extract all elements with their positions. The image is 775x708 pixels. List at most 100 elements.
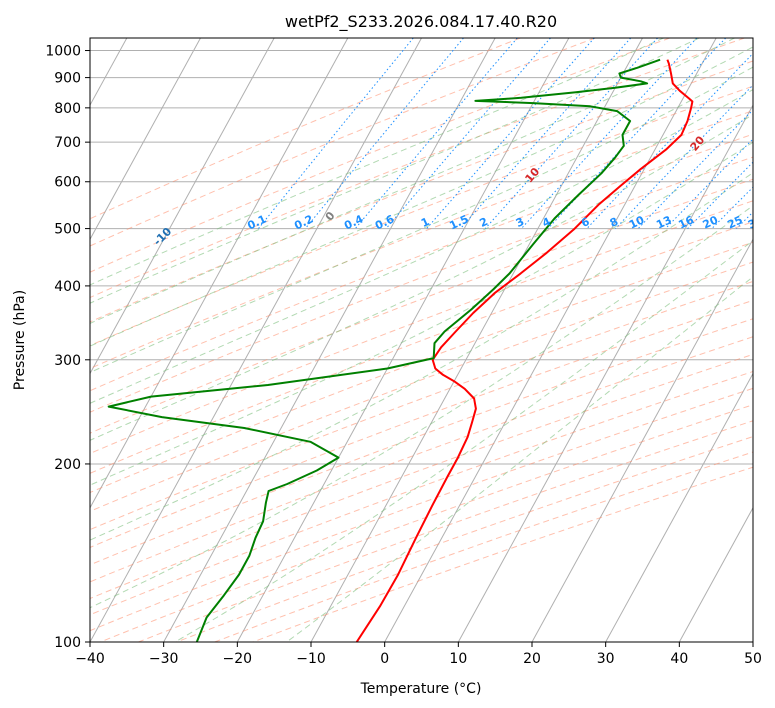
mixing-ratio-label: 25	[725, 213, 744, 231]
dry-adiabat-line	[90, 200, 753, 455]
mixing-ratio-label: 0.6	[373, 212, 396, 232]
plot-background-lines	[90, 38, 775, 642]
dry-adiabat-line	[214, 451, 753, 642]
y-tick-label: 100	[54, 635, 81, 651]
plot-frame	[89, 37, 754, 643]
mixing-ratio-line	[385, 38, 551, 229]
dry-adiabat-line	[90, 261, 753, 512]
dry-adiabat-line	[90, 38, 670, 273]
dry-adiabat-line	[138, 420, 753, 642]
moist-adiabat-line	[286, 276, 753, 642]
dry-adiabat-line	[90, 178, 753, 434]
moist-adiabat-line	[90, 113, 753, 441]
mixing-ratio-label: 20	[701, 213, 721, 231]
mixing-ratio-label: 36	[767, 213, 775, 231]
moist-adiabat-line	[90, 172, 753, 541]
mixing-ratio-line	[354, 38, 518, 229]
mixing-ratio-line	[615, 84, 753, 229]
mixing-ratio-line	[258, 38, 414, 229]
y-tick-label: 300	[54, 353, 81, 369]
chart-title: wetPf2_S233.2026.084.17.40.R20	[285, 12, 557, 32]
mixing-ratio-label: 1	[419, 215, 431, 230]
mixing-ratio-line	[757, 38, 775, 229]
moist-adiabat-line	[90, 205, 753, 609]
moist-adiabat-label: 20	[688, 133, 708, 153]
x-tick-label: −40	[75, 651, 105, 667]
dry-adiabat-line	[90, 299, 753, 548]
mixing-ratio-label: 1.5	[447, 212, 470, 232]
isotherm-line	[163, 38, 496, 642]
dry-adiabat-line	[90, 370, 753, 616]
mixing-ratio-label: 30	[746, 213, 766, 231]
isotherm-line	[384, 38, 717, 642]
y-tick-label: 900	[54, 71, 81, 87]
mixing-ratio-line	[586, 52, 753, 229]
isotherm-line	[531, 238, 753, 642]
isotherm-line	[457, 104, 753, 642]
isotherm-line	[310, 38, 643, 642]
axes: −40 −30 −20 −10 0 10 20 30 40 5010020030040050060…	[45, 44, 762, 667]
isotherm-line	[90, 38, 422, 642]
moist-adiabat-line	[90, 66, 753, 374]
moist-adiabat-line	[90, 46, 753, 347]
isoline-labels: 0.10.20.40.611.52346810131620253036-100-…	[29, 133, 775, 276]
sounding-series	[107, 58, 694, 642]
mixing-ratio-line	[426, 38, 595, 229]
x-tick-label: 10	[449, 651, 467, 667]
y-axis-label: Pressure (hPa)	[12, 290, 28, 390]
mixing-ratio-label: 16	[676, 213, 696, 231]
y-tick-label: 700	[54, 135, 81, 151]
x-tick-label: 50	[744, 651, 762, 667]
isotherm-line	[605, 372, 753, 642]
dry-adiabat-line	[90, 38, 596, 247]
mixing-ratio-label: 3	[514, 215, 526, 230]
temperature-line	[355, 59, 694, 642]
isotherm-line	[90, 38, 201, 241]
y-tick-label: 600	[54, 175, 81, 191]
isotherm-line	[90, 38, 275, 375]
mixing-ratio-line	[547, 38, 727, 229]
x-tick-label: −30	[149, 651, 179, 667]
dry-adiabat-label: -20	[29, 253, 52, 276]
x-tick-label: −10	[296, 651, 326, 667]
x-tick-label: 20	[523, 651, 541, 667]
mixing-ratio-label: 10	[627, 213, 647, 231]
x-axis-label: Temperature (°C)	[360, 681, 482, 697]
dry-adiabat-line	[90, 60, 753, 323]
dry-adiabat-line	[90, 38, 745, 299]
dry-adiabat-line	[90, 353, 753, 600]
y-tick-label: 400	[54, 279, 81, 295]
isotherm-line	[678, 506, 753, 642]
mixing-ratio-line	[521, 38, 698, 229]
dry-adiabat-line	[90, 133, 753, 392]
dry-adiabat-line	[90, 156, 753, 413]
dry-adiabat-line	[90, 85, 753, 347]
moist-adiabat-label: 0	[323, 209, 338, 223]
dry-adiabat-line	[90, 221, 753, 474]
moist-adiabat-line	[90, 38, 735, 324]
dewpoint-line	[107, 58, 661, 642]
x-tick-label: 0	[380, 651, 389, 667]
dry-adiabat-line	[90, 280, 753, 531]
moist-adiabat-line	[90, 38, 664, 286]
mixing-ratio-line	[687, 161, 753, 229]
mixing-ratio-label: 6	[579, 215, 592, 230]
moist-adiabat-line	[90, 88, 753, 404]
dry-adiabat-line	[90, 110, 753, 370]
x-tick-label: 30	[597, 651, 615, 667]
mixing-ratio-line	[736, 211, 753, 229]
mixing-ratio-label: 0.2	[292, 212, 315, 232]
x-tick-label: −20	[223, 651, 253, 667]
y-tick-label: 200	[54, 457, 81, 473]
moist-adiabat-line	[90, 141, 753, 486]
isotherm-line	[90, 38, 349, 509]
mixing-ratio-label: 13	[654, 213, 673, 231]
moist-adiabat-line	[90, 38, 700, 304]
y-tick-label: 1000	[45, 44, 81, 60]
dry-adiabat-line	[90, 336, 753, 583]
y-tick-label: 500	[54, 222, 81, 238]
isotherm-line	[236, 38, 570, 642]
dry-adiabat-line	[90, 387, 753, 632]
y-tick-label: 800	[54, 101, 81, 117]
